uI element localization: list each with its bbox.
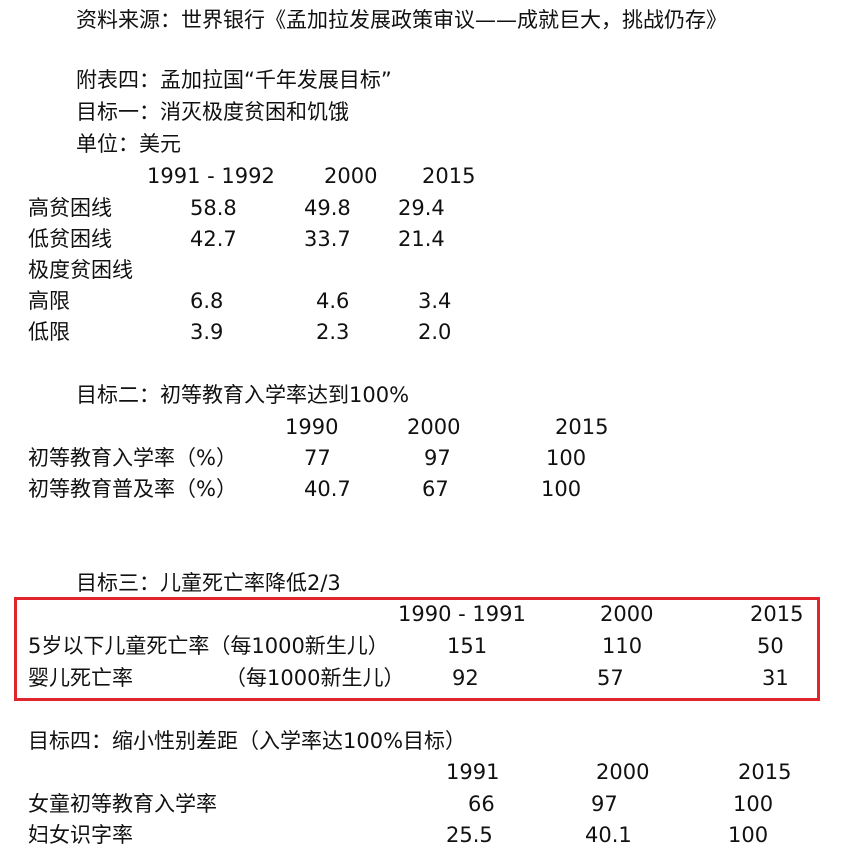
goal4-cell: 66 <box>468 792 495 816</box>
goal2-cell: 97 <box>424 446 451 470</box>
goal2-title: 目标二：初等教育入学率达到100% <box>76 383 410 407</box>
goal2-year-header: 2015 <box>555 415 609 439</box>
goal4-row-label: 妇女识字率 <box>28 823 133 847</box>
goal4-cell: 25.5 <box>446 823 493 847</box>
goal2-row-label: 初等教育普及率（%） <box>28 477 237 501</box>
goal4-year-header: 2000 <box>596 760 650 784</box>
highlight-box <box>14 597 820 701</box>
goal2-year-header: 1990 <box>285 415 339 439</box>
goal3-cell: 50 <box>757 634 784 658</box>
goal2-year-header: 2000 <box>407 415 461 439</box>
source-line: 资料来源：世界银行《孟加拉发展政策审议——成就巨大，挑战仍存》 <box>76 8 727 32</box>
goal2-row-label: 初等教育入学率（%） <box>28 446 237 470</box>
goal3-cell: 31 <box>762 666 789 690</box>
goal3-title: 目标三：儿童死亡率降低2/3 <box>76 571 341 595</box>
goal4-row-label: 女童初等教育入学率 <box>28 792 217 816</box>
goal1-cell: 3.9 <box>190 320 224 344</box>
goal1-cell: 6.8 <box>190 289 224 313</box>
goal1-cell: 33.7 <box>304 227 351 251</box>
goal1-cell: 3.4 <box>418 289 452 313</box>
goal1-cell: 21.4 <box>398 227 445 251</box>
goal4-cell: 100 <box>733 792 774 816</box>
goal1-year-header: 2015 <box>422 164 476 188</box>
goal2-cell: 100 <box>541 477 582 501</box>
goal3-cell: 151 <box>447 634 488 658</box>
goal2-cell: 40.7 <box>304 477 351 501</box>
goal1-cell: 4.6 <box>316 289 350 313</box>
goal2-cell: 77 <box>304 446 331 470</box>
goal1-cell: 58.8 <box>190 196 237 220</box>
goal1-cell: 2.3 <box>316 320 350 344</box>
goal1-cell: 2.0 <box>418 320 452 344</box>
goal3-cell: 92 <box>452 666 479 690</box>
appendix-title: 附表四：孟加拉国“千年发展目标” <box>76 68 392 92</box>
goal4-cell: 40.1 <box>585 823 632 847</box>
goal1-row-label: 极度贫困线 <box>28 258 133 282</box>
goal4-year-header: 2015 <box>738 760 792 784</box>
goal4-title: 目标四：缩小性别差距（入学率达100%目标） <box>28 729 467 753</box>
goal3-year-header: 1990 - 1991 <box>398 602 526 626</box>
goal3-row-sublabel: （每1000新生儿） <box>225 666 405 690</box>
goal1-cell: 49.8 <box>304 196 351 220</box>
goal2-cell: 67 <box>422 477 449 501</box>
goal1-unit: 单位：美元 <box>76 132 181 156</box>
goal3-row-label: 婴儿死亡率 <box>28 666 133 690</box>
goal3-cell: 57 <box>597 666 624 690</box>
goal1-year-header: 1991 - 1992 <box>147 164 275 188</box>
goal3-cell: 110 <box>602 634 643 658</box>
goal1-title: 目标一：消灭极度贫困和饥饿 <box>76 100 349 124</box>
goal1-cell: 29.4 <box>398 196 445 220</box>
goal3-row-label: 5岁以下儿童死亡率（每1000新生儿） <box>28 634 389 658</box>
goal1-row-label: 高限 <box>28 289 70 313</box>
goal2-cell: 100 <box>546 446 587 470</box>
goal4-cell: 100 <box>728 823 769 847</box>
goal4-year-header: 1991 <box>446 760 500 784</box>
goal3-year-header: 2015 <box>750 602 804 626</box>
goal1-row-label: 低限 <box>28 320 70 344</box>
goal1-cell: 42.7 <box>190 227 237 251</box>
goal1-year-header: 2000 <box>324 164 378 188</box>
goal1-row-label: 高贫困线 <box>28 196 112 220</box>
goal4-cell: 97 <box>591 792 618 816</box>
goal1-row-label: 低贫困线 <box>28 227 112 251</box>
goal3-year-header: 2000 <box>600 602 654 626</box>
